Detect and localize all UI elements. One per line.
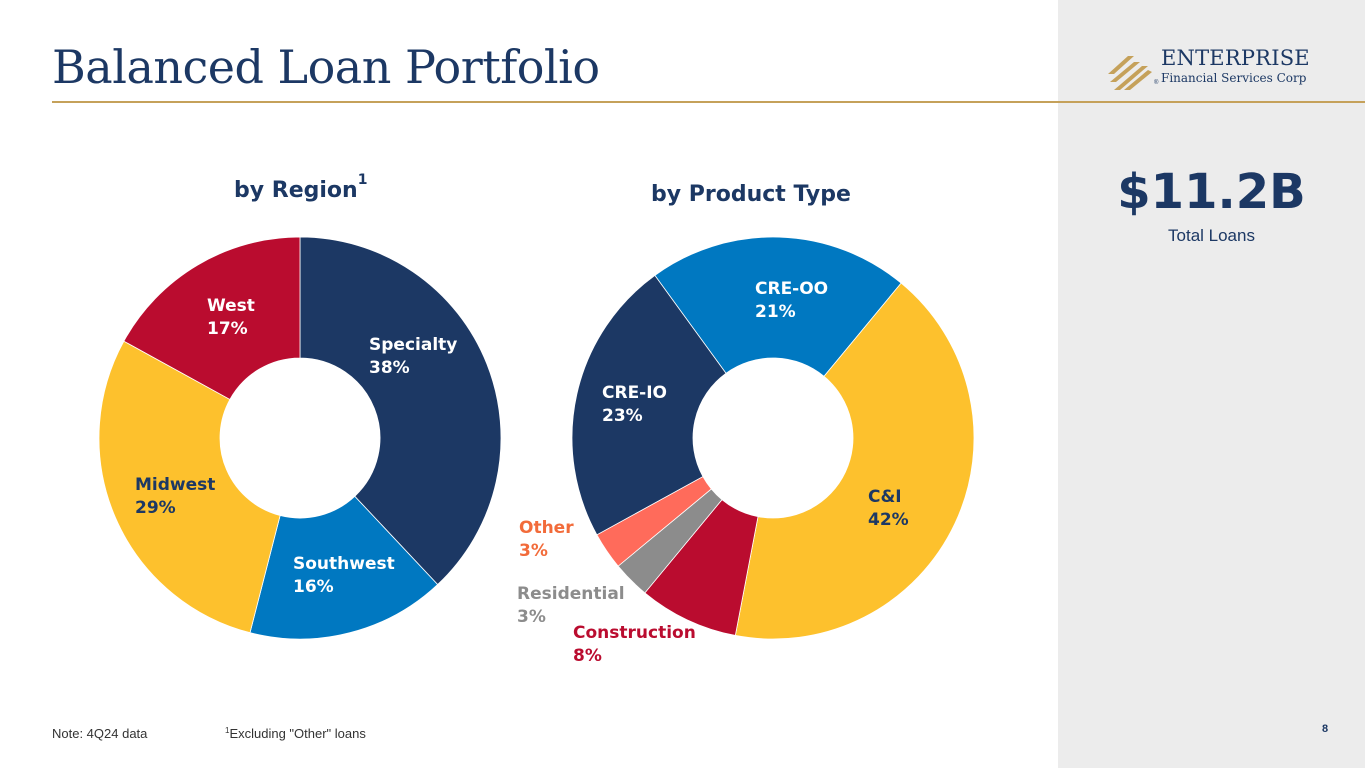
logo-stripes-icon [1108,56,1152,90]
footer-footnote: 1Excluding "Other" loans [225,726,366,741]
region-chart-title: by Region1 [234,172,367,204]
slice-midwest [98,340,281,634]
slice-specialty [299,236,502,586]
label-category-construction: Construction [573,623,696,643]
label-midwest: Midwest 29% [135,475,215,518]
label-category-residential: Residential [517,584,625,604]
label-category-midwest: Midwest [135,475,215,495]
label-category-west: West [207,296,255,316]
footnote-text: Excluding "Other" loans [229,726,366,741]
label-category-c-i: C&I [868,487,902,507]
label-specialty: Specialty 38% [369,335,457,378]
label-category-cre-io: CRE-IO [602,383,667,403]
label-value-residential: 3% [517,607,546,627]
region-chart-title-text: by Region [234,178,358,203]
logo-subtitle: Financial Services Corp [1161,71,1307,85]
label-value-southwest: 16% [293,577,334,597]
region-title-superscript: 1 [357,172,368,188]
label-value-c-i: 42% [868,510,909,530]
slice-cre-oo [654,236,902,377]
label-c-i: C&I 42% [868,487,909,530]
label-cre-oo: CRE-OO 21% [755,279,828,322]
label-value-cre-oo: 21% [755,302,796,322]
title-divider [52,101,1365,103]
label-value-cre-io: 23% [602,406,643,426]
total-loans-label: Total Loans [1168,226,1255,245]
label-category-southwest: Southwest [293,554,395,574]
slice-west [123,236,301,401]
label-category-cre-oo: CRE-OO [755,279,828,299]
label-construction: Construction 8% [573,623,696,666]
label-cre-io: CRE-IO 23% [602,383,667,426]
page-number: 8 [1322,723,1329,735]
label-value-specialty: 38% [369,358,410,378]
donut-charts: Specialty 38% Southwest 16% Midwest 29% West 17… [98,236,975,666]
footnote-marker: 1 [225,726,230,735]
logo-name: ENTERPRISE [1161,46,1310,70]
total-loans-value: $11.2B [1117,164,1306,220]
slice-cre-io [571,274,727,536]
footer-note: Note: 4Q24 data [52,726,148,741]
slice-c-i [734,282,975,640]
label-southwest: Southwest 16% [293,554,395,597]
label-value-midwest: 29% [135,498,176,518]
slice-southwest [249,495,439,640]
product-chart-title: by Product Type [651,182,851,207]
label-west: West 17% [207,296,255,339]
company-logo: ENTERPRISE ® Financial Services Corp [1106,48,1318,94]
logo-registered-mark: ® [1154,80,1159,86]
label-residential: Residential 3% [517,584,625,627]
label-category-specialty: Specialty [369,335,457,355]
sidebar-panel [1058,0,1365,768]
label-value-construction: 8% [573,646,602,666]
label-other: Other 3% [519,518,574,561]
label-value-other: 3% [519,541,548,561]
label-category-other: Other [519,518,574,538]
page-title: Balanced Loan Portfolio [52,40,600,94]
label-value-west: 17% [207,319,248,339]
